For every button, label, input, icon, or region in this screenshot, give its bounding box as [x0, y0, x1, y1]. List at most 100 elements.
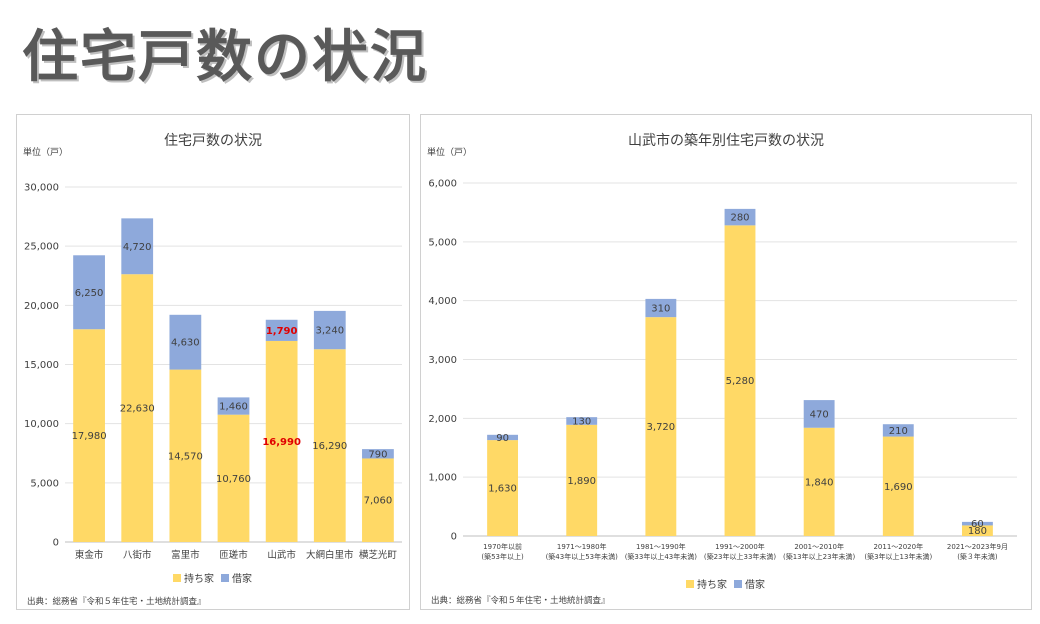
bar-rented — [487, 434, 519, 441]
bar-owned — [961, 525, 993, 536]
y-tick-label: 0 — [53, 538, 59, 549]
x-tick-label: 2001～2010年 — [794, 542, 844, 551]
data-label: 3,240 — [315, 326, 344, 337]
legend-swatch — [221, 574, 229, 582]
bar-rented — [882, 424, 914, 437]
bar-owned — [803, 427, 835, 536]
y-tick-label: 4,000 — [428, 296, 457, 307]
x-tick-label: 八街市 — [123, 549, 152, 561]
chart-title: 山武市の築年別住宅戸数の状況 — [628, 132, 824, 149]
y-tick-label: 3,000 — [428, 355, 457, 366]
bar-owned — [882, 436, 914, 536]
bar-rented — [265, 319, 298, 341]
unit-label: 単位（戸） — [427, 146, 472, 158]
unit-label: 単位（戸） — [23, 146, 68, 158]
data-label: 1,690 — [884, 482, 913, 493]
y-tick-label: 5,000 — [428, 237, 457, 248]
bar-rented — [217, 397, 250, 415]
x-tick-label-sub: (築3年以上13年未満) — [864, 552, 932, 561]
x-tick-label-sub: (築３年未満) — [957, 552, 998, 561]
data-label: 10,760 — [216, 474, 251, 485]
y-tick-label: 0 — [451, 532, 457, 543]
bar-owned — [566, 424, 598, 536]
x-tick-label: 横芝光町 — [359, 549, 398, 561]
y-tick-label: 5,000 — [30, 478, 59, 489]
x-tick-label-sub: (築13年以上23年未満) — [783, 552, 856, 561]
legend-swatch — [173, 574, 181, 582]
data-label: 280 — [730, 213, 749, 224]
x-tick-label: 富里市 — [171, 549, 200, 561]
data-label: 7,060 — [364, 496, 393, 507]
legend-label: 持ち家 — [184, 572, 214, 585]
bar-rented — [313, 310, 346, 350]
bar-owned — [362, 458, 394, 542]
data-label: 180 — [968, 526, 987, 537]
x-tick-label: 東金市 — [75, 549, 104, 561]
data-label: 1,790 — [266, 326, 298, 337]
bar-owned — [724, 225, 756, 537]
data-label: 60 — [971, 519, 984, 530]
bar-owned — [217, 414, 250, 542]
bar-owned — [645, 317, 677, 536]
x-tick-label: 山武市 — [267, 549, 296, 561]
data-label: 14,570 — [168, 451, 203, 462]
legend-swatch — [686, 580, 694, 588]
data-label: 16,990 — [262, 437, 301, 448]
data-label: 22,630 — [120, 404, 155, 415]
bar-owned — [169, 369, 202, 542]
data-label: 4,630 — [171, 338, 200, 349]
data-label: 17,980 — [72, 431, 107, 442]
bar-rented — [73, 255, 105, 330]
data-label: 210 — [889, 426, 908, 437]
data-label: 1,840 — [805, 477, 834, 488]
chart-panel-housing-by-build-year: 山武市の築年別住宅戸数の状況単位（戸） 0 1,000 2,000 3,000 4,000… — [420, 114, 1032, 610]
x-tick-label: 1971～1980年 — [557, 542, 607, 551]
source-note: 出典：総務省『令和５年住宅・土地統計調査』 — [27, 596, 206, 607]
x-tick-label: 1970年以前 — [483, 542, 522, 551]
x-tick-label-sub: (築23年以上33年未満) — [704, 552, 777, 561]
data-label: 470 — [810, 409, 829, 420]
x-tick-label: 1991～2000年 — [715, 542, 765, 551]
x-tick-label: 2021～2023年9月 — [947, 542, 1008, 551]
data-label: 1,630 — [488, 484, 517, 495]
data-label: 16,290 — [312, 441, 347, 452]
bar-rented — [169, 314, 202, 370]
bar-owned — [121, 274, 154, 542]
x-tick-label: 1981～1990年 — [636, 542, 686, 551]
bar-rented — [362, 449, 394, 459]
bar-owned — [313, 349, 346, 542]
data-label: 3,720 — [647, 422, 676, 433]
legend-label: 借家 — [232, 572, 252, 585]
data-label: 1,460 — [219, 402, 248, 413]
x-tick-label-sub: (築43年以上53年未満) — [546, 552, 619, 561]
source-note: 出典：総務省『令和５年住宅・土地統計調査』 — [431, 595, 610, 606]
x-tick-label: 大網白里市 — [306, 549, 354, 561]
bar-rented — [961, 521, 993, 526]
y-tick-label: 25,000 — [24, 242, 59, 253]
y-tick-label: 15,000 — [24, 360, 59, 371]
bar-rented — [566, 417, 598, 425]
x-tick-label-sub: (築53年以上) — [481, 552, 524, 561]
bar-owned — [487, 440, 519, 536]
x-tick-label-sub: (築33年以上43年未満) — [625, 552, 698, 561]
y-tick-label: 20,000 — [24, 301, 59, 312]
legend-label: 借家 — [745, 578, 765, 591]
data-label: 790 — [368, 449, 387, 460]
y-tick-label: 10,000 — [24, 419, 59, 430]
y-tick-label: 6,000 — [428, 179, 457, 190]
data-label: 1,890 — [567, 476, 596, 487]
chart-title: 住宅戸数の状況 — [164, 133, 262, 149]
y-tick-label: 30,000 — [24, 183, 59, 194]
data-label: 6,250 — [75, 288, 104, 299]
bar-owned — [73, 329, 105, 542]
page-title: 住宅戸数の状況 — [22, 25, 428, 90]
bar-rented — [724, 208, 756, 226]
y-tick-label: 1,000 — [428, 473, 457, 484]
x-tick-label: 匝瑳市 — [219, 549, 248, 561]
bar-rented — [645, 298, 677, 318]
legend-label: 持ち家 — [697, 578, 727, 591]
data-label: 310 — [651, 304, 670, 315]
y-tick-label: 2,000 — [428, 414, 457, 425]
